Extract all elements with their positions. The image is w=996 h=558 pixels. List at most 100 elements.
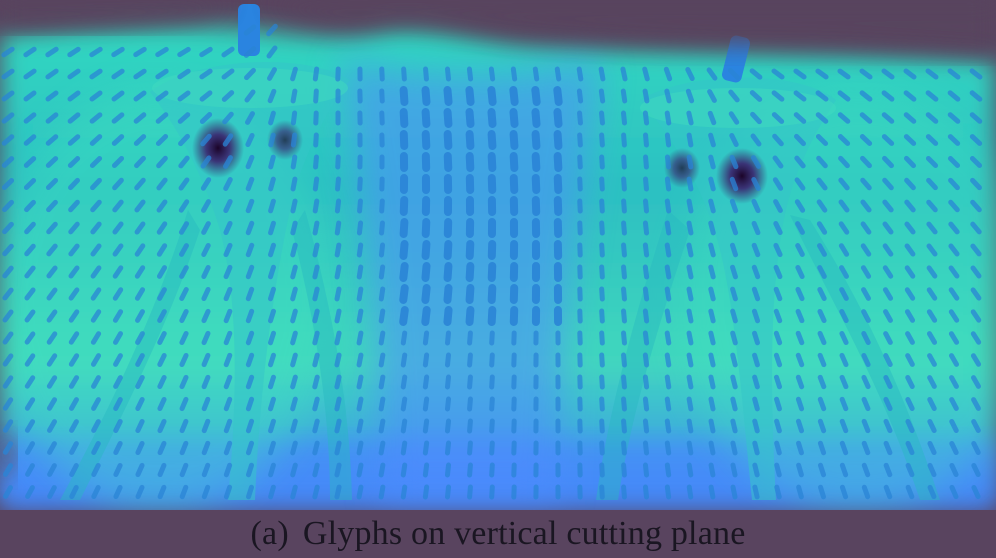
glyph	[643, 132, 649, 148]
glyph	[817, 396, 827, 412]
glyph	[860, 243, 872, 257]
glyph	[356, 440, 364, 456]
glyph	[927, 353, 937, 367]
glyph	[926, 243, 938, 257]
glyph	[290, 242, 298, 258]
glyph	[642, 242, 650, 258]
glyph	[816, 177, 828, 191]
glyph	[904, 287, 916, 301]
glyph	[970, 243, 982, 257]
glyph	[860, 221, 872, 235]
glyph	[883, 331, 893, 345]
glyph	[177, 46, 191, 58]
glyph	[621, 440, 627, 456]
glyph	[155, 90, 169, 102]
glyph	[927, 375, 937, 389]
glyph	[245, 176, 255, 192]
glyph	[751, 220, 761, 236]
glyph	[531, 130, 541, 150]
glyph	[200, 155, 212, 169]
glyph	[89, 46, 103, 58]
glyph	[904, 221, 916, 235]
glyph	[487, 130, 497, 150]
glyph	[91, 463, 101, 477]
glyph	[421, 284, 431, 304]
glyph	[2, 265, 14, 279]
glyph	[664, 440, 672, 456]
glyph	[135, 462, 145, 478]
glyph	[947, 134, 961, 146]
glyph	[179, 462, 189, 478]
glyph	[267, 352, 277, 368]
glyph	[422, 462, 430, 478]
glyph	[133, 112, 147, 124]
glyph	[621, 242, 627, 258]
figure-caption: (a) Glyphs on vertical cutting plane	[0, 510, 996, 558]
glyph	[796, 440, 804, 456]
glyph	[312, 374, 320, 390]
glyph	[201, 199, 211, 213]
glyph	[178, 199, 190, 213]
glyph	[45, 134, 59, 146]
glyph	[664, 220, 672, 236]
glyph	[728, 89, 740, 103]
glyph	[925, 134, 939, 146]
glyph	[642, 66, 650, 82]
glyph	[621, 352, 627, 368]
glyph	[221, 46, 235, 58]
glyph	[642, 462, 650, 478]
glyph	[334, 396, 342, 412]
glyph	[882, 265, 894, 279]
glyph	[201, 330, 211, 346]
glyph	[883, 353, 893, 367]
glyph	[621, 374, 627, 390]
glyph	[223, 264, 233, 280]
glyph	[554, 66, 562, 82]
glyph	[90, 243, 102, 257]
glyph	[511, 396, 517, 412]
glyph	[861, 309, 871, 323]
glyph	[861, 396, 871, 412]
glyph	[399, 218, 409, 238]
glyph	[91, 397, 101, 411]
glyph	[969, 134, 983, 146]
glyph	[335, 66, 341, 82]
glyph	[335, 132, 341, 148]
glyph	[861, 352, 871, 368]
glyph	[621, 396, 627, 412]
glyph	[245, 396, 255, 412]
glyph	[708, 308, 716, 324]
glyph	[443, 196, 453, 216]
glyph	[244, 89, 256, 103]
glyph	[157, 353, 167, 367]
glyph	[837, 112, 851, 124]
glyph	[531, 152, 541, 172]
glyph	[312, 198, 320, 214]
glyph	[69, 419, 79, 433]
glyph	[555, 484, 561, 500]
glyph	[157, 396, 167, 412]
glyph	[533, 352, 539, 368]
glyph	[838, 199, 850, 213]
glyph	[356, 286, 364, 302]
glyph	[771, 68, 785, 80]
glyph	[882, 199, 894, 213]
glyph	[313, 110, 319, 126]
glyph	[68, 375, 80, 389]
glyph	[156, 265, 168, 279]
glyph	[290, 330, 298, 346]
glyph	[467, 440, 473, 456]
glyph	[816, 221, 828, 235]
glyph	[356, 462, 364, 478]
glyph	[599, 396, 605, 412]
glyph	[290, 374, 298, 390]
glyph	[815, 90, 829, 102]
glyph	[466, 66, 474, 82]
glyph	[947, 112, 961, 124]
glyph	[926, 265, 938, 279]
glyph	[245, 462, 255, 478]
glyph	[443, 174, 453, 194]
glyph	[708, 396, 716, 412]
glyph	[509, 152, 519, 172]
